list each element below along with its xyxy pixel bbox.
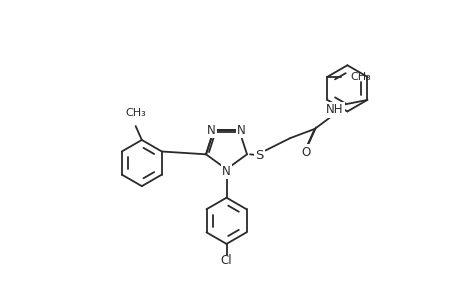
Text: N: N (207, 124, 215, 137)
Text: O: O (300, 146, 309, 158)
Text: N: N (236, 124, 245, 137)
Text: NH: NH (325, 103, 343, 116)
Text: Cl: Cl (220, 254, 232, 267)
Text: CH₃: CH₃ (350, 72, 370, 82)
Text: CH₃: CH₃ (125, 108, 146, 118)
Text: S: S (255, 148, 263, 162)
Text: N: N (222, 165, 230, 178)
